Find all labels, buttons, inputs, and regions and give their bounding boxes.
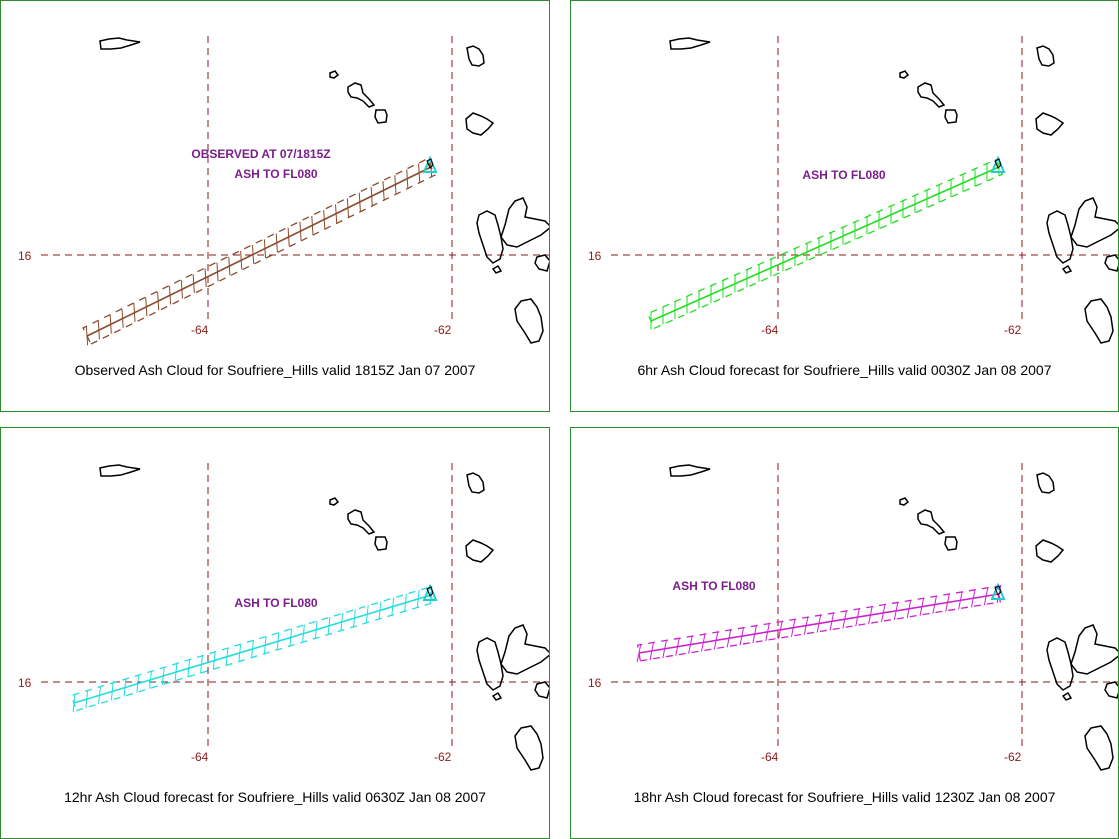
ash-cloud-axis <box>650 166 1000 322</box>
annotation-text: ASH TO FL080 <box>234 596 317 610</box>
annotation-text: ASH TO FL080 <box>234 167 317 181</box>
caption-fc12: 12hr Ash Cloud forecast for Soufriere_Hi… <box>64 789 486 805</box>
island-outline <box>917 82 946 108</box>
island-outline <box>329 70 340 79</box>
island-outline <box>1104 681 1118 699</box>
island-outline <box>514 725 544 771</box>
caption-observed: Observed Ash Cloud for Soufriere_Hills v… <box>74 362 476 378</box>
lon-64-label: -64 <box>191 750 209 764</box>
annotation-text: ASH TO FL080 <box>802 168 885 182</box>
island-outline <box>1104 254 1118 272</box>
ash-cloud-fc06 <box>646 158 1004 330</box>
island-outline <box>99 37 141 50</box>
montserrat-outline <box>994 158 1002 169</box>
island-outline <box>917 509 946 535</box>
island-outline <box>99 464 141 477</box>
lat-16-label: 16 <box>588 249 602 263</box>
island-outline <box>1035 539 1065 563</box>
caption-fc06: 6hr Ash Cloud forecast for Soufriere_Hil… <box>637 362 1052 378</box>
lon-64-label: -64 <box>761 323 779 337</box>
island-outline <box>899 497 910 506</box>
panel-observed: 16 -64 -62 OBSERVED AT 07/1815Z ASH TO FL080… <box>0 0 550 412</box>
island-outline <box>534 254 549 272</box>
island-outline <box>374 536 388 551</box>
lon-62-label: -62 <box>434 750 452 764</box>
island-outline <box>500 624 549 675</box>
island-outline <box>1035 112 1065 136</box>
panel-fc06: 16 -64 -62 ASH TO FL080 6hr Ash Cloud forec… <box>570 0 1119 412</box>
lon-62-label: -62 <box>1004 750 1022 764</box>
lat-16-label: 16 <box>588 676 602 690</box>
ash-cloud-outline <box>646 158 1004 330</box>
island-outline <box>491 691 503 701</box>
island-outline <box>669 37 711 50</box>
island-outline <box>1046 210 1074 264</box>
lon-64-label: -64 <box>761 750 779 764</box>
island-outline <box>476 637 504 691</box>
island-outline <box>329 497 340 506</box>
panel-fc18: 16 -64 -62 ASH TO FL080 18hr Ash Cloud fore… <box>570 427 1119 839</box>
ash-cloud-observed <box>82 157 436 346</box>
island-outline <box>476 210 504 264</box>
island-outline <box>534 681 549 699</box>
ash-cloud-axis <box>73 594 432 704</box>
annotation-text: OBSERVED AT 07/1815Z <box>191 147 330 161</box>
map-observed: 16 -64 -62 OBSERVED AT 07/1815Z ASH TO FL080 <box>18 36 549 346</box>
map-fc12: 16 -64 -62 ASH TO FL080 <box>18 463 549 771</box>
island-outline <box>1084 725 1114 771</box>
ash-cloud-axis <box>638 593 1000 654</box>
montserrat-outline <box>426 158 434 169</box>
panel-fc12: 16 -64 -62 ASH TO FL080 12hr Ash Cloud fore… <box>0 427 550 839</box>
montserrat-outline <box>994 585 1002 596</box>
island-outline <box>1036 45 1055 67</box>
island-outline <box>465 112 495 136</box>
island-outline <box>491 264 503 274</box>
island-outline <box>669 464 711 477</box>
island-outline <box>347 82 376 108</box>
island-outline <box>466 472 485 494</box>
ash-cloud-axis <box>86 166 432 337</box>
island-outline <box>1070 624 1118 675</box>
ash-cloud-fc12 <box>70 586 435 712</box>
island-outline <box>1070 197 1118 248</box>
lat-16-label: 16 <box>18 676 32 690</box>
island-outline <box>1061 264 1073 274</box>
map-fc06: 16 -64 -62 ASH TO FL080 <box>588 36 1118 344</box>
island-outline <box>347 509 376 535</box>
island-outline <box>1046 637 1074 691</box>
annotation-text: ASH TO FL080 <box>672 579 755 593</box>
lon-62-label: -62 <box>1004 323 1022 337</box>
island-outline <box>514 298 544 344</box>
island-outline <box>1084 298 1114 344</box>
island-outline <box>944 536 958 551</box>
island-outline <box>944 109 958 124</box>
map-fc18: 16 -64 -62 ASH TO FL080 <box>588 463 1118 771</box>
island-outline <box>465 539 495 563</box>
island-outline <box>374 109 388 124</box>
lon-64-label: -64 <box>191 323 209 337</box>
island-outline <box>1036 472 1055 494</box>
lat-16-label: 16 <box>18 249 32 263</box>
ash-cloud-outline <box>70 586 435 712</box>
montserrat-outline <box>426 586 434 597</box>
lon-62-label: -62 <box>434 323 452 337</box>
caption-fc18: 18hr Ash Cloud forecast for Soufriere_Hi… <box>633 789 1056 805</box>
island-outline <box>500 197 549 248</box>
island-outline <box>1061 691 1073 701</box>
island-outline <box>466 45 485 67</box>
ash-cloud-fc18 <box>636 584 1002 663</box>
island-outline <box>899 70 910 79</box>
